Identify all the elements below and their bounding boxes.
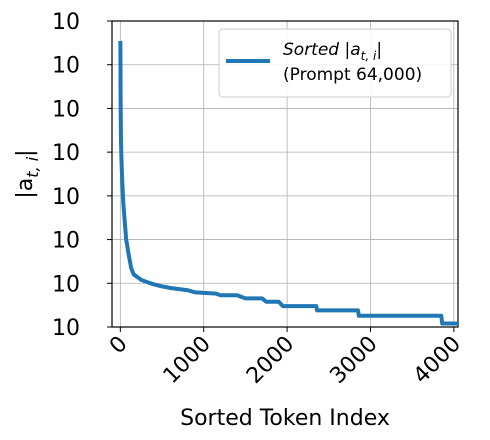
series-layer (118, 40, 458, 326)
x-axis-title: Sorted Token Index (180, 406, 390, 431)
y-tick-label-2: 10 (52, 229, 80, 254)
y-tick-label-1: 10 (52, 272, 80, 297)
x-tick-label-4: 4000 (409, 332, 466, 389)
legend-series-label-subscript: t, i (361, 49, 377, 63)
legend-series-label-main: Sorted |a (283, 40, 361, 60)
legend-series-label-line2: (Prompt 64,000) (283, 65, 422, 85)
legend-box (218, 28, 452, 98)
legend-series-label-suffix: | (376, 40, 382, 60)
y-axis-title-main: |a (13, 178, 38, 199)
plot-area-frame (111, 20, 459, 328)
y-tick-label-6: 10 (52, 54, 80, 79)
y-tick-label-5: 10 (52, 97, 80, 122)
x-tick-label-3: 3000 (325, 332, 382, 389)
y-axis-title-subscript: t, i (23, 156, 42, 177)
x-tick-label-2: 2000 (242, 332, 299, 389)
legend: Sorted |at, i| (Prompt 64,000) (218, 28, 452, 98)
legend-series-label: Sorted |at, i| (283, 40, 382, 63)
y-tick-label-3: 10 (52, 185, 80, 210)
y-axis-title: |at, i| (13, 149, 42, 198)
series-line-0 (118, 40, 458, 326)
x-tick-label-1: 1000 (159, 332, 216, 389)
y-axis-title-suffix: | (13, 149, 38, 156)
y-tick-label-7: 10 (52, 10, 80, 35)
y-tick-label-0: 10 (52, 316, 80, 341)
x-tick-label-0: 0 (105, 332, 133, 360)
y-tick-label-4: 10 (52, 141, 80, 166)
